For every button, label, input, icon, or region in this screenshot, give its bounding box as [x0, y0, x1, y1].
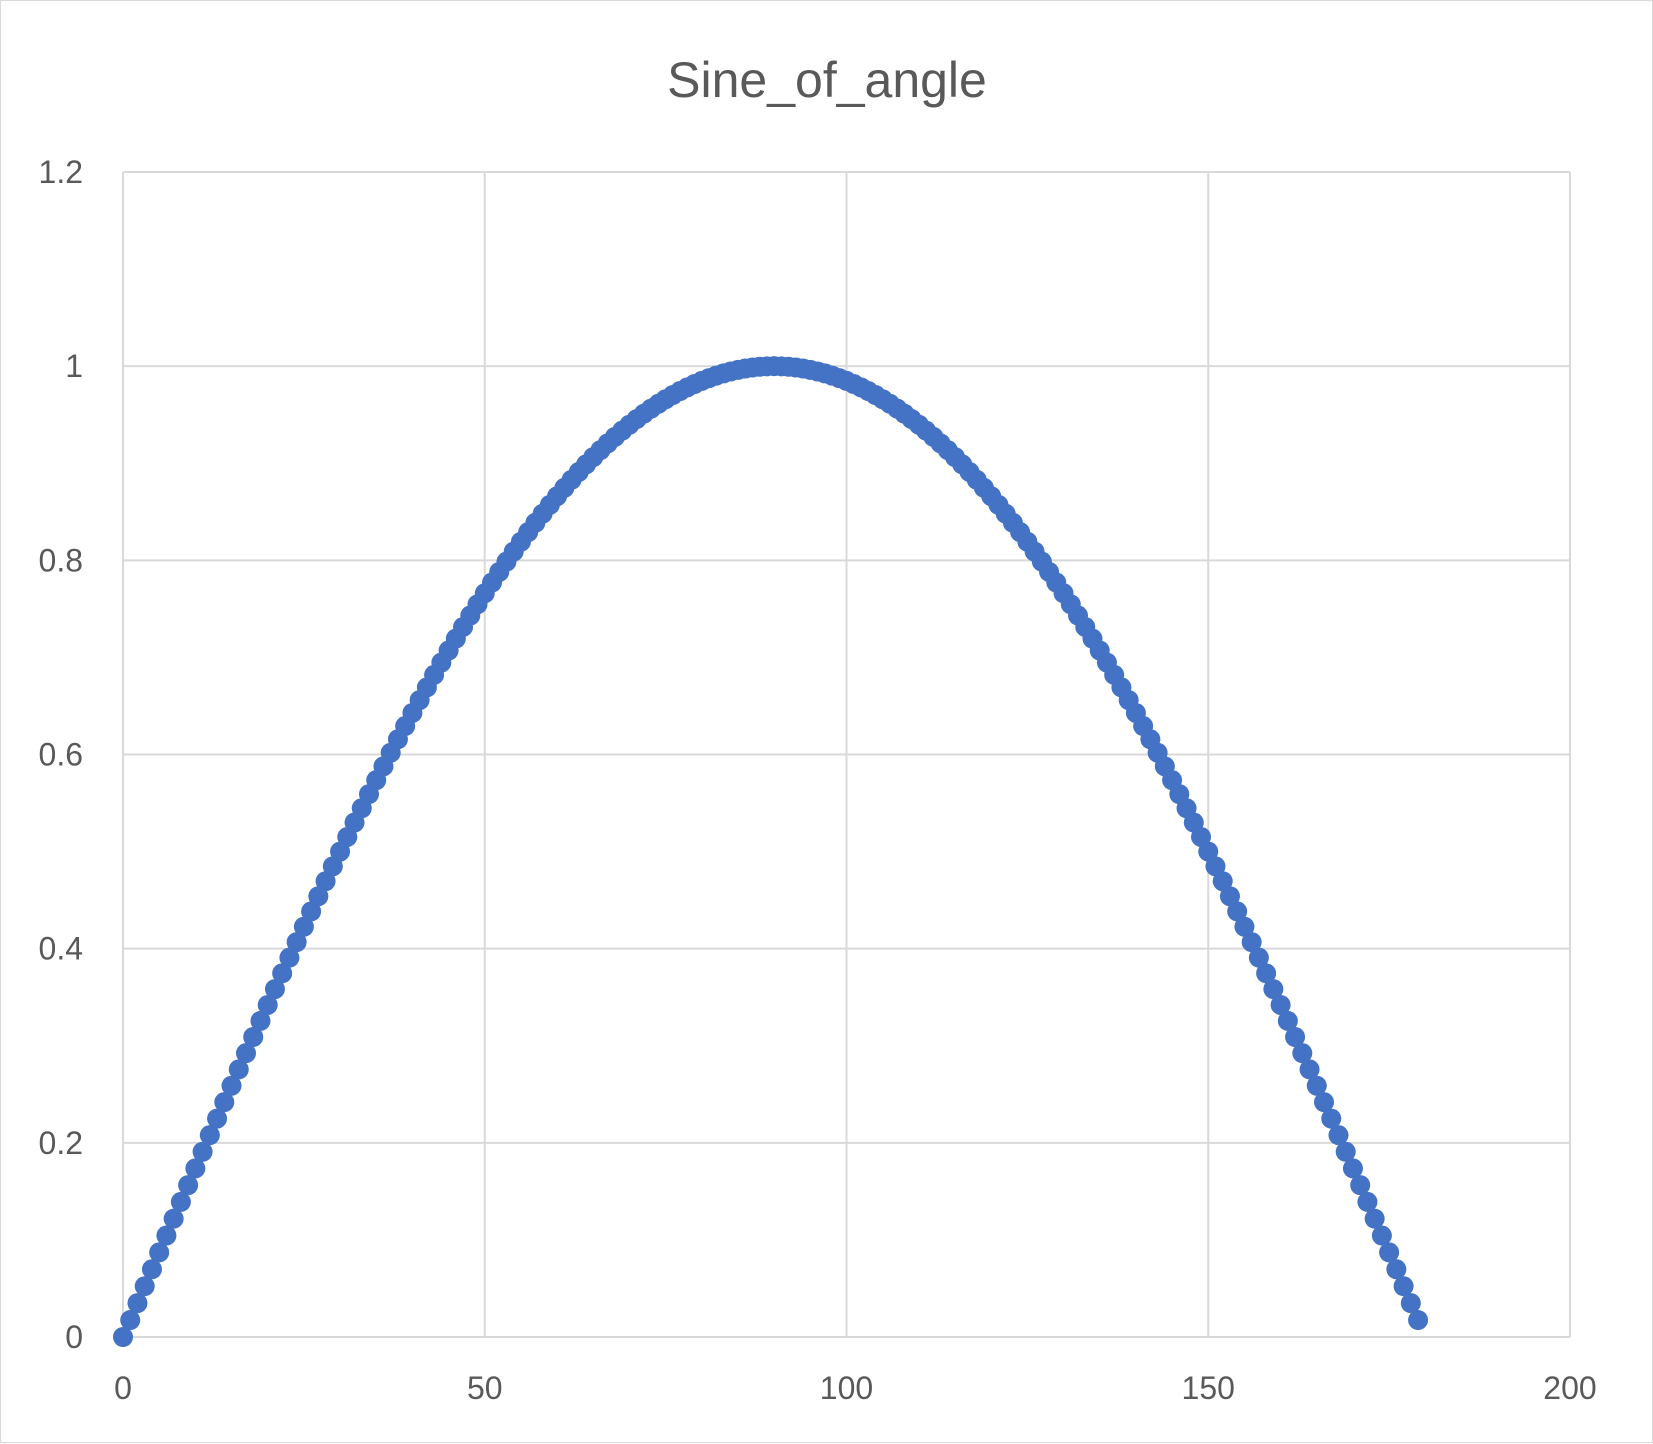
data-point: [1234, 916, 1255, 937]
data-point: [1386, 1259, 1407, 1280]
y-tick-label: 0: [65, 1319, 83, 1355]
data-point: [1256, 963, 1277, 984]
data-point: [221, 1075, 242, 1096]
data-point: [1371, 1225, 1392, 1246]
data-point: [134, 1276, 155, 1297]
data-point: [1364, 1208, 1385, 1229]
data-point: [1277, 1010, 1298, 1031]
data-point: [1314, 1092, 1335, 1113]
data-point: [1321, 1108, 1342, 1129]
data-point: [315, 871, 336, 892]
y-tick-label: 0.6: [39, 737, 83, 773]
data-point: [1212, 871, 1233, 892]
y-tick-label: 1.2: [39, 154, 83, 190]
data-point: [192, 1141, 213, 1162]
data-point: [1408, 1310, 1429, 1331]
data-point: [149, 1242, 170, 1263]
data-point: [214, 1092, 235, 1113]
data-point: [199, 1125, 220, 1146]
data-point: [1205, 856, 1226, 877]
data-point: [322, 856, 343, 877]
data-point: [257, 994, 278, 1015]
data-point: [1357, 1191, 1378, 1212]
x-tick-label: 150: [1182, 1370, 1235, 1406]
data-point: [178, 1175, 199, 1196]
data-point: [1219, 886, 1240, 907]
data-point: [301, 901, 322, 922]
data-point: [1198, 841, 1219, 862]
x-tick-label: 200: [1543, 1370, 1596, 1406]
chart-title: Sine_of_angle: [667, 52, 987, 108]
data-point: [163, 1208, 184, 1229]
y-tick-label: 0.4: [39, 931, 83, 967]
data-point: [1350, 1175, 1371, 1196]
data-point: [272, 963, 293, 984]
data-point: [185, 1158, 206, 1179]
data-point: [1328, 1125, 1349, 1146]
y-tick-label: 0.8: [39, 542, 83, 578]
data-point: [207, 1108, 228, 1129]
data-point: [1292, 1043, 1313, 1064]
data-point: [1241, 932, 1262, 953]
gridlines: [122, 171, 1571, 1338]
data-point: [141, 1259, 162, 1280]
data-point: [279, 947, 300, 968]
data-point: [1299, 1059, 1320, 1080]
data-point: [1393, 1276, 1414, 1297]
data-point: [1306, 1075, 1327, 1096]
data-point: [1400, 1293, 1421, 1314]
data-point: [1270, 994, 1291, 1015]
data-point: [250, 1010, 271, 1031]
data-point: [1379, 1242, 1400, 1263]
data-point: [156, 1225, 177, 1246]
data-point: [1342, 1158, 1363, 1179]
data-point: [1227, 901, 1248, 922]
y-tick-label: 1: [65, 348, 83, 384]
x-tick-label: 50: [467, 1370, 503, 1406]
y-tick-label: 0.2: [39, 1125, 83, 1161]
data-point: [1285, 1026, 1306, 1047]
data-point: [1248, 947, 1269, 968]
data-point: [308, 886, 329, 907]
data-point: [235, 1043, 256, 1064]
data-point: [228, 1059, 249, 1080]
data-point: [1263, 979, 1284, 1000]
data-point: [264, 979, 285, 1000]
data-point: [1335, 1141, 1356, 1162]
data-point: [293, 916, 314, 937]
data-point: [243, 1026, 264, 1047]
tick-labels: 0 0.2 0.4 0.6 0.8 1 1.2 0 50 100 150 200: [39, 154, 1597, 1406]
data-point: [120, 1310, 141, 1331]
data-point: [170, 1191, 191, 1212]
x-tick-label: 100: [820, 1370, 873, 1406]
data-point: [127, 1293, 148, 1314]
data-point: [286, 932, 307, 953]
x-tick-label: 0: [114, 1370, 132, 1406]
data-points: [113, 356, 1429, 1347]
data-point: [113, 1327, 133, 1347]
